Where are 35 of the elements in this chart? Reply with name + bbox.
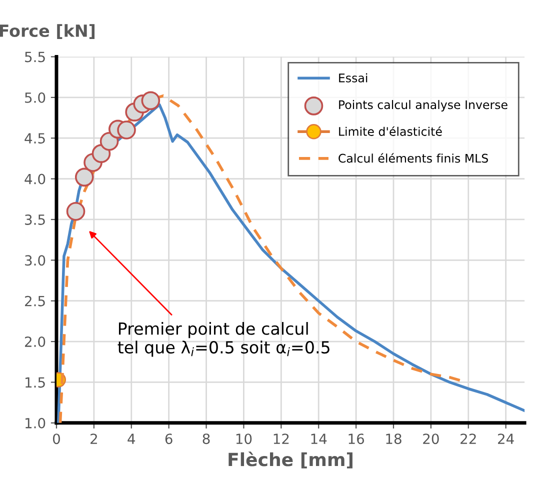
point: [141, 91, 160, 110]
annotation: Premier point de calcul tel que λ$_{i}$=0.5 soit α$_{i}$=0.5: [118, 322, 330, 357]
x-tick-label: 12: [274, 434, 289, 444]
x-tick-label: 8: [202, 434, 210, 444]
x-tick-label: 2: [90, 434, 97, 444]
y-tick-label: 3.0: [25, 255, 46, 266]
y-tick-label: 4.0: [24, 174, 46, 184]
legend-label: Points calcul analyse Inverse: [339, 100, 508, 112]
y-tick-label: 3.5: [25, 214, 45, 225]
y-tick-label: 2.0: [25, 336, 46, 348]
y-tick-label: 5.0: [25, 92, 46, 103]
x-tick-label: 0: [52, 434, 60, 444]
y-tick-label: 2.5: [25, 296, 45, 306]
legend-label: Limite d'élasticité: [339, 126, 442, 136]
point: [74, 168, 94, 187]
x-tick-label: 24: [498, 434, 514, 444]
legend-label: Essai: [339, 73, 368, 82]
y-tick-label: 1.5: [26, 377, 45, 388]
legend-label: Calcul éléments finis MLS: [338, 153, 488, 163]
y-axis-title: Force [kN]: [0, 24, 95, 39]
point: [100, 132, 119, 151]
y-tick-label: 5.5: [25, 52, 45, 62]
x-tick-label: 10: [236, 434, 252, 444]
x-tick-label: 20: [423, 434, 439, 444]
point: [66, 202, 86, 221]
x-tick-label: 6: [165, 434, 172, 444]
x-tick-label: 16: [348, 434, 364, 444]
point: [117, 120, 136, 140]
x-axis-title: Flèche [mm]: [228, 452, 352, 468]
y-tick-label: 4.5: [24, 133, 45, 144]
x-tick-label: 4: [128, 434, 136, 444]
x-tick-label: 14: [311, 434, 327, 444]
x-tick-label: 18: [386, 434, 402, 444]
y-tick-label: 1.0: [26, 418, 46, 428]
x-tick-label: 22: [460, 434, 476, 444]
